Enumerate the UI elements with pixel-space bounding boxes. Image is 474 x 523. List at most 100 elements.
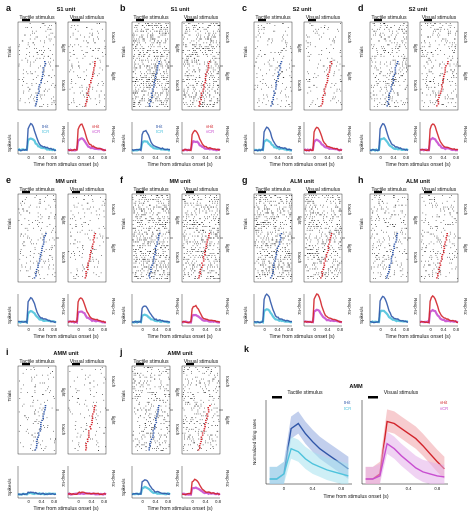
resp-label-light: light [61, 216, 66, 225]
resp-label-touch: touch [111, 204, 116, 216]
lick-markers [269, 232, 283, 279]
stimulus-bar [22, 191, 30, 194]
resp-to-label: Resp-to: [175, 126, 180, 143]
legend-entry: vCR [440, 406, 448, 411]
stimulus-bar [424, 19, 432, 22]
raster-frame [17, 365, 57, 455]
resp-label-light: light [225, 244, 230, 253]
raster-frame [67, 193, 107, 283]
resp-to-label: Resp-to: [413, 298, 418, 315]
x-tick-label: 0 [429, 327, 432, 332]
panel-j: j AMM unit Tactile stimulus Visual stimulus… [119, 347, 230, 512]
lick-markers [34, 404, 47, 451]
y-label-spikes: Spikes/s [7, 306, 12, 324]
legend-vcr: vCR [206, 129, 214, 134]
legend-thit: tHit [156, 124, 163, 129]
resp-to-label: Resp-to: [463, 126, 468, 143]
resp-label-touch: touch [175, 252, 180, 264]
x-tick-label: 0.4 [153, 499, 159, 504]
lick-markers [386, 60, 399, 107]
lick-markers [197, 404, 211, 451]
psth-hit-curve [181, 478, 221, 496]
raster-frame [369, 193, 409, 283]
x-tick-label: 0.8 [287, 155, 293, 160]
psth-hit-curve [131, 479, 171, 496]
x-tick-label: 0.8 [403, 155, 409, 160]
y-label-spikes: Spikes/s [7, 134, 12, 152]
stimulus-label: Tactile stimulus [371, 187, 407, 193]
sem-band [365, 409, 445, 484]
lick-markers [270, 60, 283, 107]
stimulus-label: Visual stimulus [184, 187, 219, 193]
resp-label-light: light [61, 44, 66, 53]
x-tick-label: 0.8 [337, 155, 343, 160]
x-tick-label: 0.4 [275, 327, 281, 332]
stimulus-label: Tactile stimulus [287, 390, 323, 396]
stimulus-label: Tactile stimulus [133, 187, 169, 193]
resp-label-touch: touch [111, 376, 116, 388]
y-label-spikes: Spikes/s [121, 478, 126, 496]
lick-markers [33, 232, 47, 279]
y-label-trials: Trials [7, 46, 12, 58]
raster-frame [253, 193, 293, 283]
x-tick-label: 0 [191, 155, 194, 160]
panel-letter: a [6, 3, 12, 13]
resp-label-light: light [413, 216, 418, 225]
stimulus-bar [72, 191, 80, 194]
resp-label-light: light [463, 244, 468, 253]
stimulus-bar [368, 396, 378, 399]
psth-hit-curve [419, 294, 459, 324]
raster-spikes [18, 23, 56, 108]
lick-markers [148, 60, 161, 107]
resp-label-touch: touch [347, 32, 352, 44]
resp-label-touch: touch [61, 252, 66, 264]
stimulus-bar [272, 396, 282, 399]
stimulus-bar [258, 19, 266, 22]
resp-label-light: light [175, 216, 180, 225]
series-line-vCR [365, 442, 445, 480]
stimulus-bar [136, 363, 144, 366]
x-tick-label: 0.8 [101, 499, 107, 504]
x-tick-label: 0.4 [89, 155, 95, 160]
x-tick-label: 0.8 [51, 327, 57, 332]
legend-vhit: vHit [92, 124, 100, 129]
x-tick-label: 0 [191, 499, 194, 504]
panel-letter: b [120, 3, 126, 13]
y-label-trials: Trials [359, 218, 364, 230]
resp-label-light: light [175, 44, 180, 53]
psth-hit-curve [253, 126, 293, 152]
x-tick-label: 0.8 [338, 486, 344, 491]
psth-hit-curve [369, 122, 409, 152]
stimulus-label: Visual stimulus [70, 15, 105, 21]
resp-label-touch: touch [413, 80, 418, 92]
stimulus-bar [374, 191, 382, 194]
y-label-trials: Trials [359, 46, 364, 58]
y-label-trials: Trials [121, 390, 126, 402]
stimulus-label: Tactile stimulus [19, 15, 55, 21]
resp-label-light: light [347, 72, 352, 81]
panel-title: AMM unit [53, 351, 78, 357]
psth-hit-curve [131, 129, 171, 152]
x-axis-title: Time from stimulus onset (s) [385, 334, 451, 340]
resp-label-light: light [413, 44, 418, 53]
resp-label-touch: touch [61, 80, 66, 92]
panel-title: AMM unit [167, 351, 192, 357]
resp-label-touch: touch [225, 32, 230, 44]
panel-title: MM unit [169, 179, 190, 185]
x-axis-title: Time from stimulus onset (s) [147, 334, 213, 340]
raster-spikes [182, 23, 221, 108]
x-tick-label: 0.8 [453, 155, 459, 160]
y-label-trials: Trials [7, 218, 12, 230]
lick-markers [436, 60, 449, 107]
stimulus-bar [424, 191, 432, 194]
resp-to-label: Resp-to: [175, 298, 180, 315]
resp-to-label: Resp-to: [225, 470, 230, 487]
x-tick-label: 0 [141, 499, 144, 504]
y-label-trials: Trials [243, 46, 248, 58]
